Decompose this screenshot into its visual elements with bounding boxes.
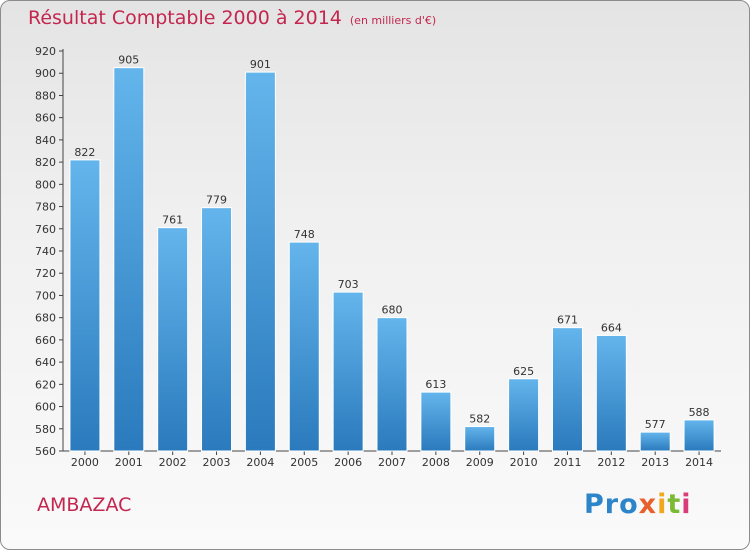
y-tick-label: 660: [35, 334, 56, 347]
logo-part-3: i: [657, 489, 668, 520]
logo-part-4: t: [667, 489, 682, 520]
y-tick-label: 760: [35, 223, 56, 236]
town-name: AMBAZAC: [37, 494, 132, 516]
chart-title-text: Résultat Comptable 2000 à 2014: [28, 7, 342, 29]
logo-part-2: x: [638, 489, 658, 520]
bar-value-label: 905: [118, 54, 139, 67]
bar: [551, 327, 583, 452]
bar: [508, 378, 540, 452]
x-tick-label: 2007: [378, 456, 406, 469]
logo-part-1: Pro: [584, 489, 639, 520]
y-tick-label: 600: [35, 401, 56, 414]
bar: [420, 391, 452, 452]
x-tick-label: 2009: [466, 456, 494, 469]
x-tick-label: 2013: [641, 456, 669, 469]
bar-value-label: 613: [425, 378, 446, 391]
bar-value-label: 703: [338, 278, 359, 291]
y-tick-label: 860: [35, 112, 56, 125]
bar: [683, 419, 715, 452]
bar: [376, 317, 408, 452]
bar-value-label: 779: [206, 194, 227, 207]
y-tick-label: 780: [35, 201, 56, 214]
x-tick-label: 2006: [334, 456, 362, 469]
y-tick-label: 560: [35, 445, 56, 458]
bar-value-label: 822: [74, 146, 95, 159]
x-tick-label: 2005: [290, 456, 318, 469]
bar-value-label: 582: [469, 413, 490, 426]
y-tick-label: 620: [35, 378, 56, 391]
proxiti-logo: Proxiti: [584, 489, 692, 520]
bar-value-label: 761: [162, 214, 183, 227]
bar: [332, 291, 364, 452]
bar-value-label: 680: [382, 304, 403, 317]
x-tick-label: 2010: [510, 456, 538, 469]
bar-value-label: 664: [601, 321, 622, 334]
bars: 822 905 761 779 901 748 703 680 613 582 625 671 664 5…: [69, 54, 715, 452]
bar-value-label: 577: [645, 418, 666, 431]
chart-subtitle: (en milliers d'€): [349, 14, 437, 27]
y-tick-label: 580: [35, 423, 56, 436]
x-tick-label: 2012: [597, 456, 625, 469]
y-tick-label: 820: [35, 156, 56, 169]
bar: [201, 207, 233, 452]
x-tick-label: 2011: [553, 456, 581, 469]
chart-title: Résultat Comptable 2000 à 2014 (en millie…: [28, 7, 436, 29]
bar-value-label: 748: [294, 228, 315, 241]
bar: [69, 159, 101, 452]
bar: [595, 334, 627, 452]
y-tick-label: 900: [35, 67, 56, 80]
bar-value-label: 625: [513, 365, 534, 378]
y-tick-label: 800: [35, 178, 56, 191]
x-tick-label: 2014: [685, 456, 713, 469]
bar: [288, 241, 320, 452]
y-tick-label: 740: [35, 245, 56, 258]
y-tick-label: 640: [35, 356, 56, 369]
x-tick-label: 2003: [203, 456, 231, 469]
y-tick-label: 880: [35, 89, 56, 102]
y-tick-label: 840: [35, 134, 56, 147]
bar: [244, 71, 276, 452]
x-tick-label: 2008: [422, 456, 450, 469]
x-tick-label: 2004: [246, 456, 274, 469]
y-tick-label: 720: [35, 267, 56, 280]
y-tick-label: 680: [35, 312, 56, 325]
bar: [157, 227, 189, 452]
y-tick-label: 920: [35, 45, 56, 58]
bar-value-label: 901: [250, 58, 271, 71]
bar: [113, 67, 145, 452]
logo-part-5: i: [681, 489, 692, 520]
x-tick-label: 2000: [71, 456, 99, 469]
bar-value-label: 671: [557, 314, 578, 327]
bar-value-label: 588: [689, 406, 710, 419]
y-tick-label: 700: [35, 289, 56, 302]
bar: [639, 431, 671, 452]
x-tick-label: 2001: [115, 456, 143, 469]
bar: [464, 426, 496, 452]
x-tick-label: 2002: [159, 456, 187, 469]
